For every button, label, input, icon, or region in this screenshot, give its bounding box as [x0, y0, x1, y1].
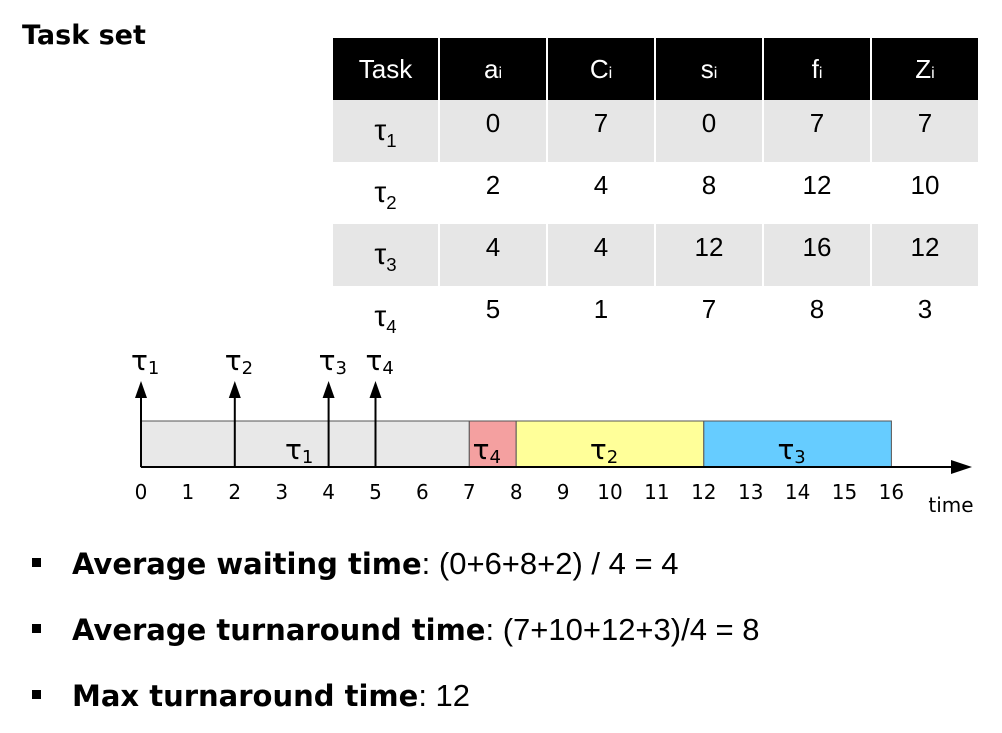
segment-tau4 — [468, 420, 517, 468]
cell-f: 12 — [762, 162, 871, 224]
arrivals-layer: τ1 τ2 τ3 τ4 — [131, 344, 394, 467]
tick-label: 4 — [322, 480, 335, 504]
header-s: si — [654, 38, 763, 100]
tick-label: 11 — [644, 480, 669, 504]
header-z: Zi — [870, 38, 978, 100]
segment-tau1 — [140, 420, 470, 468]
tick-label: 13 — [738, 480, 763, 504]
bullet-mark — [32, 624, 41, 634]
arrival-label: τ1 — [131, 344, 159, 379]
tick-label: 8 — [510, 480, 523, 504]
tick-label: 2 — [228, 480, 241, 504]
cell-s: 12 — [654, 224, 763, 286]
cell-f: 8 — [762, 286, 871, 348]
table-header-row: Task ai Ci si fi Zi — [333, 38, 978, 100]
cell-f: 7 — [762, 100, 871, 162]
schedule-timeline: τ1 τ4 τ2 τ3 τ1 τ2 τ3 τ4 0 1 2 3 4 5 6 7 8 9 10 11 12 13 14 15… — [131, 344, 974, 517]
arrival-arrowhead — [369, 381, 382, 398]
task-cell: τ3 — [333, 224, 439, 286]
cell-z: 12 — [870, 224, 978, 286]
tick-label: 9 — [557, 480, 570, 504]
cell-a: 2 — [438, 162, 547, 224]
arrival-arrowhead — [135, 381, 147, 398]
time-axis-arrowhead — [951, 460, 972, 474]
cell-s: 0 — [654, 100, 763, 162]
bullet-average-waiting-time: Average waiting time: (0+6+8+2) / 4 = 4 — [32, 546, 678, 582]
arrival-arrowhead — [228, 381, 241, 398]
cell-a: 5 — [438, 286, 547, 348]
table-row: τ1 0 7 0 7 7 — [333, 100, 978, 162]
cell-f: 16 — [762, 224, 871, 286]
tick-label: 7 — [463, 480, 476, 504]
table-row: τ4 5 1 7 8 3 — [333, 286, 978, 348]
cell-z: 7 — [870, 100, 978, 162]
cell-c: 4 — [546, 224, 655, 286]
table-row: τ3 4 4 12 16 12 — [333, 224, 978, 286]
arrival-arrowhead — [322, 381, 335, 398]
bullet-label: Average turnaround time — [72, 613, 486, 647]
bullet-max-turnaround-time: Max turnaround time: 12 — [32, 678, 470, 714]
task-table: Task ai Ci si fi Zi τ1 0 7 0 7 7 τ2 2 4 … — [333, 38, 978, 348]
bullet-value: : (0+6+8+2) / 4 = 4 — [421, 546, 679, 581]
cell-c: 1 — [546, 286, 655, 348]
segments-layer: τ1 τ4 τ2 τ3 — [140, 420, 892, 468]
bullet-average-turnaround-time: Average turnaround time: (7+10+12+3)/4 =… — [32, 612, 760, 648]
task-cell: τ2 — [374, 176, 397, 213]
header-f: fi — [762, 38, 871, 100]
task-cell: τ1 — [333, 100, 439, 162]
bullet-mark — [32, 558, 41, 568]
tick-label: 12 — [691, 480, 716, 504]
arrival-label: τ2 — [225, 344, 253, 379]
cell-z: 3 — [870, 286, 978, 348]
arrival-label: τ4 — [366, 344, 394, 379]
tick-label: 1 — [182, 480, 195, 504]
bullet-label: Average waiting time — [72, 547, 422, 581]
slide-title: Task set — [22, 20, 146, 51]
cell-c: 4 — [546, 162, 655, 224]
tick-label: 15 — [832, 480, 857, 504]
cell-s: 7 — [654, 286, 763, 348]
cell-a: 0 — [438, 100, 547, 162]
bullet-value: : 12 — [418, 678, 471, 713]
tick-label: 3 — [275, 480, 288, 504]
tick-label: 0 — [135, 480, 148, 504]
bullet-value: : (7+10+12+3)/4 = 8 — [485, 612, 760, 647]
tick-label: 5 — [369, 480, 382, 504]
tick-label: 10 — [597, 480, 622, 504]
header-a: ai — [438, 38, 547, 100]
cell-a: 4 — [438, 224, 547, 286]
cell-s: 8 — [654, 162, 763, 224]
header-task: Task — [333, 38, 439, 100]
bullet-label: Max turnaround time — [72, 679, 419, 713]
table-row: τ2 2 4 8 12 10 — [333, 162, 978, 224]
tick-label: 6 — [416, 480, 429, 504]
task-cell: τ4 — [374, 300, 397, 337]
segment-tau3 — [703, 420, 892, 468]
cell-c: 7 — [546, 100, 655, 162]
header-c: Ci — [546, 38, 655, 100]
time-axis-label: time — [928, 493, 973, 517]
cell-z: 10 — [870, 162, 978, 224]
tick-label: 14 — [785, 480, 810, 504]
arrival-label: τ3 — [319, 344, 347, 379]
tick-label: 16 — [879, 480, 904, 504]
bullet-mark — [32, 690, 41, 700]
ticks-layer: 0 1 2 3 4 5 6 7 8 9 10 11 12 13 14 15 16 — [135, 480, 904, 504]
